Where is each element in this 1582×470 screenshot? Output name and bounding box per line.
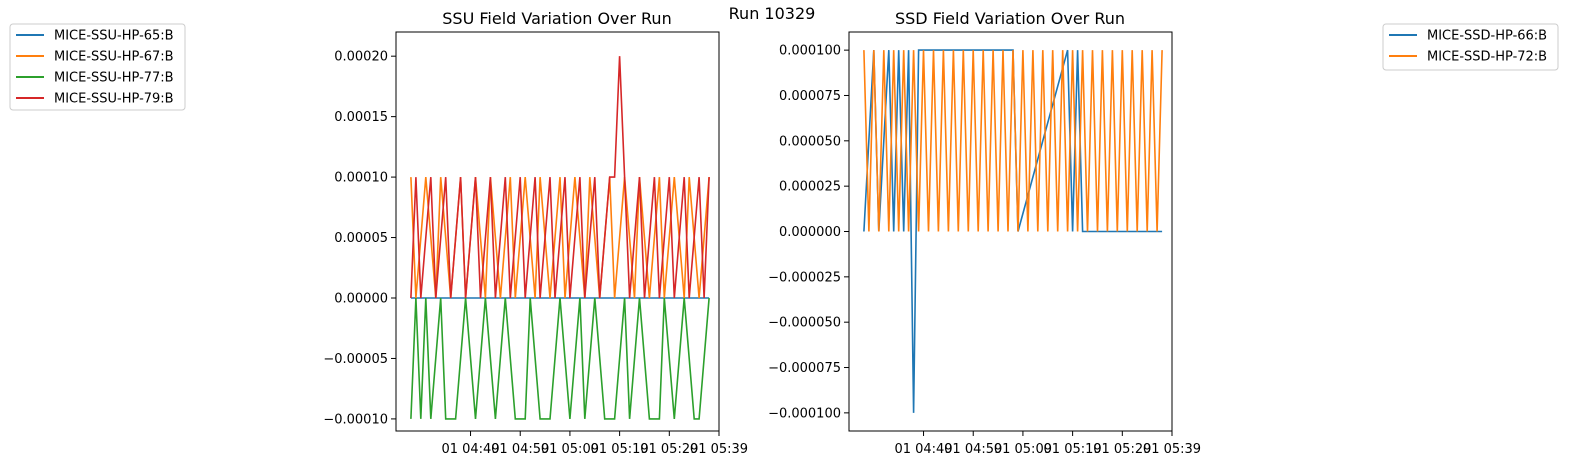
y-tick-label: −0.00005	[323, 352, 388, 367]
y-tick-label: −0.000050	[768, 316, 841, 331]
x-tick-label: 01 05:39	[1143, 442, 1201, 457]
ssd-series-lines	[863, 49, 1163, 413]
x-tick-label: 01 05:19	[1044, 442, 1102, 457]
ssu-legend-box	[9, 23, 186, 111]
y-tick-label: 0.000000	[779, 225, 841, 240]
x-tick-label: 01 05:29	[1093, 442, 1151, 457]
ssd-plot-frame	[848, 31, 1173, 432]
ssu-y-ticks: −0.00010 −0.00005 0.00000 0.00005 0.00010 0.0…	[323, 50, 396, 427]
x-tick-label: 01 05:09	[541, 442, 599, 457]
figure-suptitle: Run 10329	[729, 4, 816, 23]
ssd-legend: MICE-SSD-HP-66:B MICE-SSD-HP-72:B	[1382, 23, 1559, 71]
x-tick-label: 01 05:29	[640, 442, 698, 457]
ssu-legend: MICE-SSU-HP-65:B MICE-SSU-HP-67:B MICE-SSU…	[9, 23, 186, 111]
ssu-plot-frame	[395, 31, 720, 432]
y-tick-label: 0.00010	[334, 171, 388, 186]
legend-label: MICE-SSU-HP-79:B	[54, 92, 174, 107]
ssd-chart: SSD Field Variation Over Run −0.000100−0…	[768, 9, 1201, 457]
ssd-chart-title: SSD Field Variation Over Run	[895, 9, 1125, 28]
x-tick-label: 01 04:59	[944, 442, 1002, 457]
y-tick-label: −0.000075	[768, 361, 841, 376]
x-tick-label: 01 05:09	[994, 442, 1052, 457]
series-line-mice-ssd-hp-72-b	[863, 50, 1163, 232]
ssd-y-ticks: −0.000100 −0.000075 −0.000050 −0.000025 0.00…	[768, 44, 849, 421]
legend-label: MICE-SSU-HP-67:B	[54, 50, 174, 65]
y-tick-label: 0.00000	[334, 292, 388, 307]
y-tick-label: 0.000050	[779, 134, 841, 149]
y-tick-label: −0.000025	[768, 270, 841, 285]
series-line-mice-ssu-hp-77-b	[410, 297, 710, 420]
series-line-mice-ssu-hp-79-b	[410, 56, 710, 299]
ssu-series-lines	[410, 56, 710, 420]
y-tick-label: 0.00020	[334, 50, 388, 65]
y-tick-label: 0.000025	[779, 180, 841, 195]
x-tick-label: 01 05:19	[591, 442, 649, 457]
legend-label: MICE-SSU-HP-77:B	[54, 71, 174, 86]
x-tick-label: 01 04:49	[894, 442, 952, 457]
y-tick-label: −0.00010	[323, 412, 388, 427]
ssu-chart: SSU Field Variation Over Run −0.00010−0.…	[323, 9, 748, 457]
x-tick-label: 01 04:49	[441, 442, 499, 457]
y-tick-label: 0.000075	[779, 89, 841, 104]
x-tick-label: 01 05:39	[690, 442, 748, 457]
legend-label: MICE-SSU-HP-65:B	[54, 29, 174, 44]
y-tick-label: 0.000100	[779, 44, 841, 59]
x-tick-label: 01 04:59	[491, 442, 549, 457]
y-tick-label: −0.000100	[768, 406, 841, 421]
y-tick-label: 0.00005	[334, 231, 388, 246]
y-tick-label: 0.00015	[334, 110, 388, 125]
ssd-legend-box	[1382, 23, 1559, 71]
ssu-chart-title: SSU Field Variation Over Run	[442, 9, 671, 28]
legend-label: MICE-SSD-HP-72:B	[1427, 50, 1547, 65]
legend-label: MICE-SSD-HP-66:B	[1427, 29, 1547, 44]
